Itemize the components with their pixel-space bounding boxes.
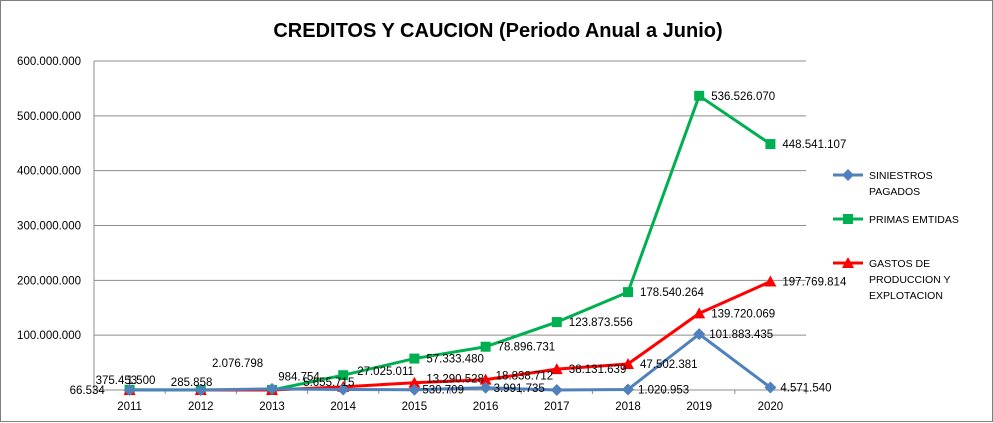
data-label: 536.526.070 <box>711 91 775 103</box>
marker-diamond <box>266 382 278 395</box>
series-markers <box>123 90 777 396</box>
marker-square <box>551 317 562 328</box>
y-tick-label: 100.000.000 <box>17 330 81 342</box>
data-label: 123.873.556 <box>569 317 633 329</box>
data-label: 78.896.731 <box>498 342 556 354</box>
data-label: 47.502.381 <box>640 359 698 371</box>
data-label: 5.655.715 <box>303 377 354 389</box>
x-tick-label: 2016 <box>473 401 499 413</box>
data-label: 101.883.435 <box>709 329 773 341</box>
data-label: 984.754 <box>278 371 320 383</box>
marker-diamond <box>123 383 136 396</box>
data-label: 4.571.540 <box>780 382 831 394</box>
legend-label: PRIMAS EMTIDAS <box>869 214 959 226</box>
x-tick-label: 2013 <box>259 401 285 413</box>
marker-diamond <box>408 383 421 396</box>
marker-diamond <box>479 381 492 394</box>
data-label: 197.769.814 <box>782 277 847 289</box>
y-tick-label: 600.000.000 <box>17 56 81 68</box>
legend: SINIESTROS PAGADOS PRIMAS EMTIDAS GASTOS DE… <box>833 169 959 302</box>
marker-diamond <box>842 169 854 181</box>
data-label: 375.453 <box>96 375 138 387</box>
x-tick-label: 2012 <box>188 401 214 413</box>
x-tick-label: 2017 <box>544 401 570 413</box>
marker-square <box>623 287 633 298</box>
data-label: 1.500 <box>127 375 156 387</box>
chart-title: CREDITOS Y CAUCION (Periodo Anual a Juni… <box>273 20 722 42</box>
legend-label: EXPLOTACION <box>869 290 943 302</box>
marker-square <box>694 90 705 101</box>
x-tick-label: 2018 <box>615 401 641 413</box>
marker-diamond <box>194 384 207 396</box>
x-tick-label: 2020 <box>758 401 784 413</box>
data-label: 530.709 <box>422 385 464 397</box>
x-tick-label: 2014 <box>330 401 356 413</box>
data-label: 27.025.011 <box>357 366 414 378</box>
legend-label: SINIESTROS <box>869 170 933 182</box>
legend-label: GASTOS DE <box>869 258 930 270</box>
data-labels: 66.534 2.076.798 984.754 530.709 3.991.735 1.… <box>70 91 847 397</box>
y-tick-label: 300.000.000 <box>17 221 81 233</box>
marker-diamond <box>550 384 563 396</box>
marker-square <box>338 370 349 381</box>
data-label: 2.076.798 <box>212 358 263 370</box>
marker-diamond <box>622 383 634 396</box>
marker-square <box>765 139 776 150</box>
marker-triangle <box>693 307 706 319</box>
data-label: 285.858 <box>171 377 213 389</box>
x-tick-label: 2019 <box>686 401 712 413</box>
y-tick-label: 200.000.000 <box>17 275 81 287</box>
marker-triangle <box>479 373 492 385</box>
data-label: 139.720.069 <box>711 308 775 320</box>
data-label: 448.541.107 <box>782 139 846 151</box>
legend-label: PAGADOS <box>869 186 920 198</box>
y-tick-label: 400.000.000 <box>17 166 81 178</box>
series-line-square <box>129 94 772 392</box>
marker-diamond <box>337 383 350 396</box>
marker-triangle <box>408 376 421 388</box>
marker-diamond <box>693 328 706 341</box>
data-label: 1.020.953 <box>638 384 689 396</box>
x-tick-label: 2015 <box>402 401 428 413</box>
legend-label: PRODUCCION Y <box>869 274 950 286</box>
marker-triangle <box>550 363 563 375</box>
data-label: 13.290.528 <box>426 374 484 386</box>
series-line-diamond <box>129 332 772 392</box>
marker-square <box>843 214 853 224</box>
series-lines <box>129 94 772 392</box>
data-label: 178.540.264 <box>640 287 705 299</box>
y-tick-label: 500.000.000 <box>17 111 81 123</box>
x-tick-label: 2011 <box>117 401 142 413</box>
marker-triangle <box>842 257 854 268</box>
grid <box>94 60 806 336</box>
data-label: 66.534 <box>70 385 106 397</box>
marker-triangle <box>622 357 634 369</box>
marker-square <box>409 353 420 364</box>
marker-diamond <box>764 381 777 394</box>
marker-square <box>480 341 491 352</box>
data-label: 18.838.712 <box>496 371 554 383</box>
marker-triangle <box>764 275 777 287</box>
data-label: 3.991.735 <box>494 383 545 395</box>
data-label: 57.333.480 <box>426 354 484 366</box>
data-label: 38.131.639 <box>569 364 627 376</box>
